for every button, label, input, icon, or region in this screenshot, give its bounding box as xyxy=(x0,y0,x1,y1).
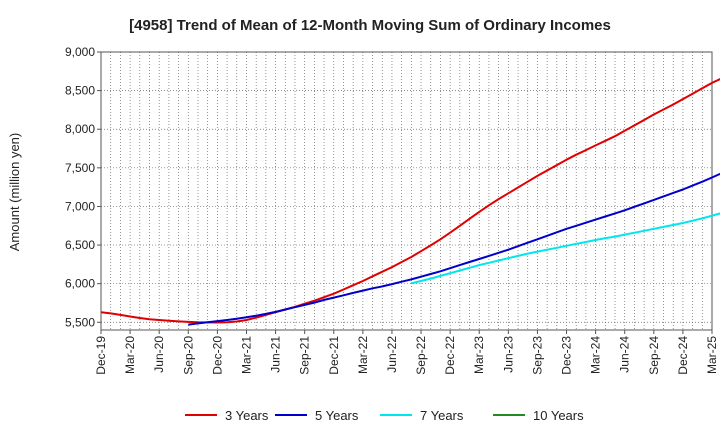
x-tick-label: Mar-22 xyxy=(356,336,370,374)
plot-frame xyxy=(100,51,713,331)
legend: 3 Years 5 Years 7 Years 10 Years xyxy=(185,408,584,423)
legend-label: 7 Years xyxy=(420,408,464,423)
y-tick-label: 7,000 xyxy=(65,199,95,213)
x-tick-label: Mar-21 xyxy=(239,336,253,374)
x-tick-label: Sep-23 xyxy=(530,336,544,375)
y-tick-label: 8,500 xyxy=(65,84,95,98)
y-tick-label: 6,000 xyxy=(65,277,95,291)
x-tick-label: Dec-22 xyxy=(443,336,457,375)
x-tick-label: Jun-20 xyxy=(152,336,166,373)
x-tick-label: Mar-25 xyxy=(705,336,719,374)
x-tick-label: Mar-24 xyxy=(589,336,603,374)
x-tick-label: Jun-22 xyxy=(385,336,399,373)
x-tick-label: Sep-21 xyxy=(298,336,312,375)
x-tick-label: Jun-24 xyxy=(618,336,632,373)
legend-label: 3 Years xyxy=(225,408,269,423)
y-axis-label: Amount (million yen) xyxy=(7,133,22,252)
x-tick-label: Sep-22 xyxy=(414,336,428,375)
y-tick-label: 8,000 xyxy=(65,122,95,136)
legend-label: 5 Years xyxy=(315,408,359,423)
x-tick-label: Jun-21 xyxy=(269,336,283,373)
chart-title: [4958] Trend of Mean of 12-Month Moving … xyxy=(129,17,611,34)
plot-area: 5,500 6,000 6,500 7,000 7,500 8,000 8,500 9,000… xyxy=(65,45,720,375)
x-tick-label: Dec-24 xyxy=(676,336,690,375)
y-tick-label: 9,000 xyxy=(65,45,95,59)
x-tick-label: Sep-24 xyxy=(647,336,661,375)
series-line-7-years xyxy=(411,212,720,285)
x-tick-label: Sep-20 xyxy=(181,336,195,375)
legend-label: 10 Years xyxy=(533,408,584,423)
x-tick-label: Dec-20 xyxy=(210,336,224,375)
x-tick-label: Mar-20 xyxy=(123,336,137,374)
x-tick-label: Mar-23 xyxy=(472,336,486,374)
plot-background xyxy=(101,52,712,330)
x-tick-label: Dec-23 xyxy=(560,336,574,375)
y-tick-label: 6,500 xyxy=(65,238,95,252)
x-tick-label: Dec-21 xyxy=(327,336,341,375)
y-tick-label: 7,500 xyxy=(65,161,95,175)
series-line-5-years xyxy=(188,172,720,326)
x-tick-label: Dec-19 xyxy=(94,336,108,375)
x-tick-label: Jun-23 xyxy=(501,336,515,373)
y-tick-label: 5,500 xyxy=(65,315,95,329)
